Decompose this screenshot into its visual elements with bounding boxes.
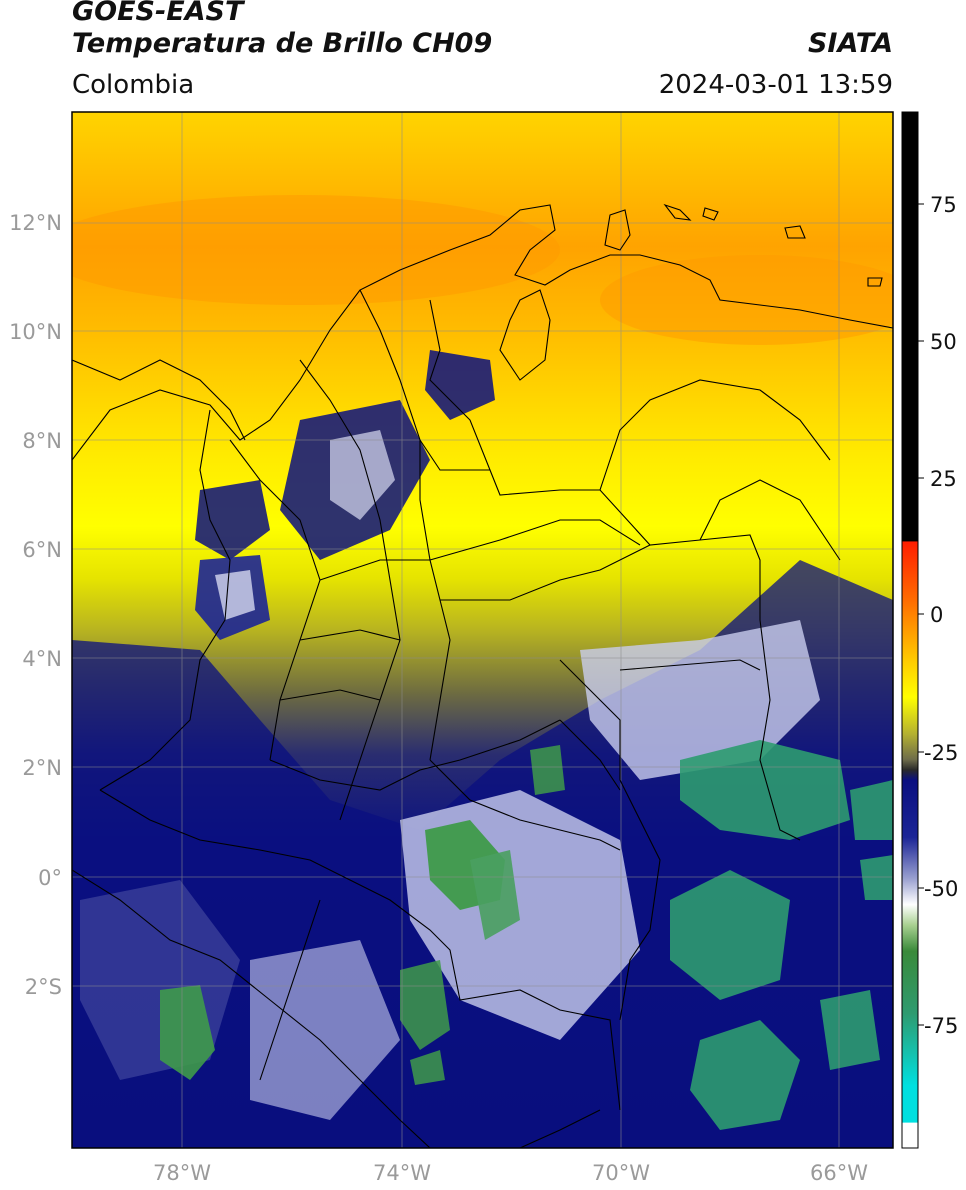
- datetime-label: 2024-03-01 13:59: [658, 70, 893, 100]
- lat-tick-label: 2°N: [22, 756, 62, 780]
- colorbar-tick-label: 75: [930, 193, 957, 217]
- lon-tick-label: 66°W: [810, 1161, 868, 1185]
- region-label: Colombia: [72, 70, 195, 100]
- colorbar-scale: [901, 111, 919, 1149]
- lon-tick-label: 74°W: [373, 1161, 431, 1185]
- colorbar-tick-label: -25: [924, 741, 958, 765]
- colorbar-tick-label: 50: [930, 330, 957, 354]
- lat-tick-label: 8°N: [22, 429, 62, 453]
- lon-ticks: 78°W 74°W 70°W 66°W: [153, 1161, 868, 1185]
- borders: [72, 203, 893, 1148]
- lat-tick-label: 6°N: [22, 538, 62, 562]
- lat-tick-label: 12°N: [9, 211, 62, 235]
- imagery-layer: [72, 112, 893, 1148]
- lat-tick-label: 4°N: [22, 647, 62, 671]
- colorbar: 75 50 25 0 -25 -50 -75: [901, 111, 958, 1149]
- lon-tick-label: 70°W: [592, 1161, 650, 1185]
- product-title: Temperatura de Brillo CH09: [72, 28, 493, 59]
- satellite-title: GOES-EAST: [72, 0, 244, 27]
- agency-label: SIATA: [807, 28, 893, 59]
- gridlines: [72, 112, 893, 1148]
- lat-tick-label: 2°S: [25, 975, 62, 999]
- colorbar-tick-label: -75: [924, 1014, 958, 1038]
- lat-tick-label: 10°N: [9, 320, 62, 344]
- lat-tick-label: 0°: [38, 866, 62, 890]
- colorbar-tick-label: -50: [924, 877, 958, 901]
- colorbar-tick-label: 0: [930, 603, 943, 627]
- colorbar-tick-label: 25: [930, 467, 957, 491]
- map-frame: [71, 111, 894, 1149]
- lat-ticks: 12°N 10°N 8°N 6°N 4°N 2°N 0° 2°S: [9, 211, 62, 999]
- lon-tick-label: 78°W: [153, 1161, 211, 1185]
